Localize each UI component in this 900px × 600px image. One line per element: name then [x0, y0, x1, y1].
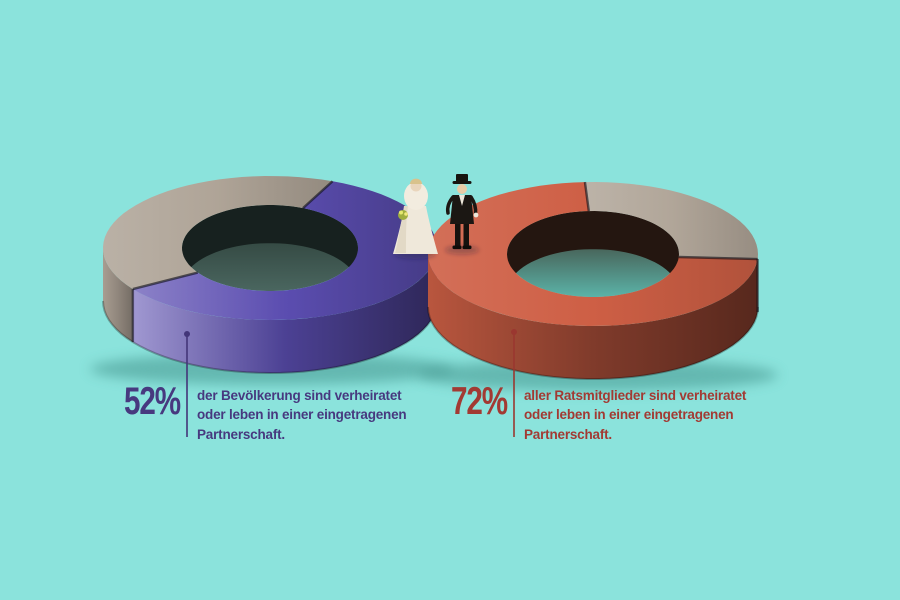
council-description: aller Ratsmitglieder sind verheiratet od…: [524, 386, 746, 444]
description-line: Partnerschaft.: [524, 426, 612, 442]
bride-figurine: [393, 178, 438, 259]
groom-figurine: [445, 174, 479, 255]
groom-coat: [450, 195, 474, 224]
description-line: Partnerschaft.: [197, 426, 285, 442]
council-percent-label: 72%: [451, 380, 508, 423]
groom-top-hat: [456, 174, 468, 182]
population-donut-chart: [102, 176, 438, 375]
groom-shirt: [459, 195, 465, 206]
description-line: der Bevölkerung sind verheiratet: [197, 388, 402, 403]
description-line: aller Ratsmitglieder sind verheiratet: [524, 388, 747, 403]
groom-head: [457, 184, 467, 194]
description-line: oder leben in einer eingetragenen: [197, 407, 407, 423]
population-description: der Bevölkerung sind verheiratet oder le…: [197, 386, 407, 444]
population-percent-label: 52%: [124, 380, 181, 423]
council-donut-chart: [427, 181, 759, 380]
leader-lines: [184, 329, 517, 437]
description-line: oder leben in einer eingetragenen: [524, 407, 734, 423]
bride-hair: [410, 178, 422, 184]
